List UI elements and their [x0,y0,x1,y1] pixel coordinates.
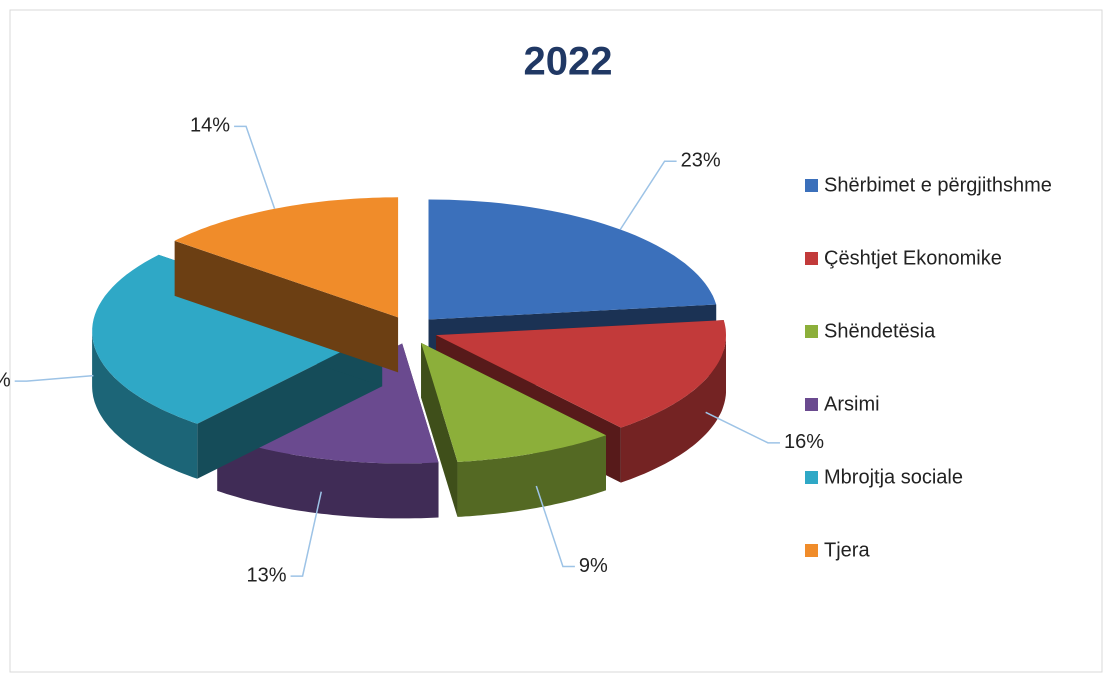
legend-swatch [805,252,818,265]
leader-line [290,491,323,577]
legend-swatch [805,544,818,557]
slice-wall [620,335,726,483]
legend-label: Çështjet Ekonomike [824,247,1002,269]
slice-top [92,254,383,424]
legend-label: Mbrojtja sociale [824,466,963,488]
data-label: 16% [784,431,824,453]
data-label: 9% [579,555,608,577]
data-label: 14% [190,115,230,137]
legend-swatch [805,179,818,192]
legend-label: Shërbimet e përgjithshme [824,174,1052,196]
leader-line [234,125,276,209]
pie-slice [174,197,399,373]
legend-label: Tjera [824,539,870,561]
slice-top [421,342,606,462]
legend-label: Shëndetësia [824,320,936,342]
pie-slice [421,342,606,517]
leader-line [705,411,780,444]
slice-wall [457,435,606,517]
slice-top [436,320,726,428]
slice-wall [217,435,439,519]
slice-wall [92,331,198,479]
legend-swatch [805,325,818,338]
chart-title: 2022 [524,40,613,84]
legend-swatch [805,398,818,411]
slice-top [428,199,717,320]
legend-swatch [805,471,818,484]
leader-line [14,374,94,382]
legend-label: Arsimi [824,393,880,415]
slice-side [174,240,399,373]
slice-side [421,342,458,517]
data-label: 25% [0,369,11,391]
data-label: 13% [247,564,287,586]
leader-line [619,160,677,230]
slice-top [174,197,399,318]
data-label: 23% [681,150,721,172]
leader-line [535,485,575,568]
